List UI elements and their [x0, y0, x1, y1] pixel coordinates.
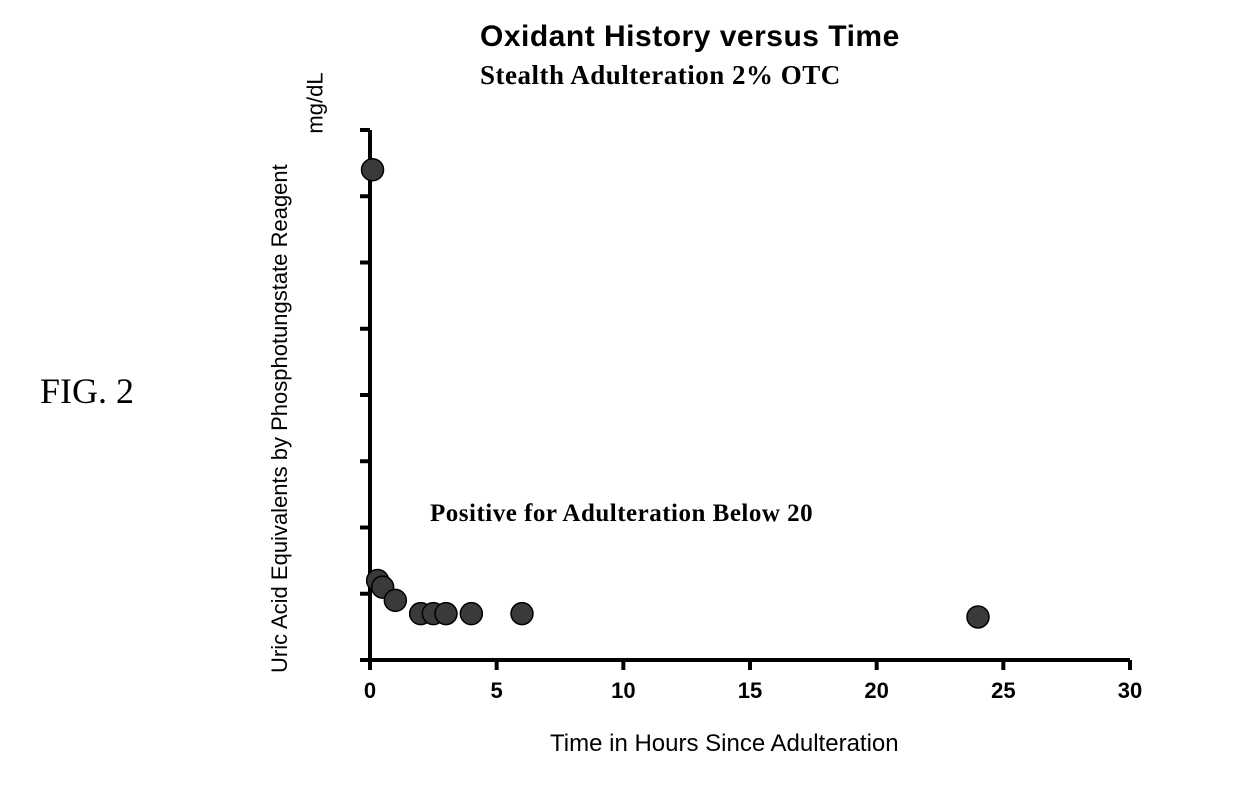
- chart-annotation: Positive for Adulteration Below 20: [430, 500, 813, 528]
- plot-area: [370, 130, 1130, 660]
- x-tick-label: 25: [983, 678, 1023, 704]
- chart-title: Oxidant History versus Time: [480, 20, 900, 54]
- y-axis-label: Uric Acid Equivalents by Phosphotungstat…: [267, 173, 293, 673]
- data-point: [460, 603, 482, 625]
- x-tick-label: 0: [350, 678, 390, 704]
- x-tick-label: 15: [730, 678, 770, 704]
- x-tick-label: 5: [477, 678, 517, 704]
- x-tick-label: 10: [603, 678, 643, 704]
- plot-svg: [370, 130, 1160, 690]
- data-point: [362, 159, 384, 181]
- x-axis-label: Time in Hours Since Adulteration: [550, 730, 899, 758]
- chart-subtitle: Stealth Adulteration 2% OTC: [480, 60, 841, 91]
- figure-label: FIG. 2: [40, 370, 134, 412]
- data-point: [511, 603, 533, 625]
- x-tick-label: 30: [1110, 678, 1150, 704]
- data-point: [435, 603, 457, 625]
- data-point: [384, 589, 406, 611]
- data-point: [967, 606, 989, 628]
- y-axis-unit: mg/dL: [303, 72, 329, 133]
- x-tick-label: 20: [857, 678, 897, 704]
